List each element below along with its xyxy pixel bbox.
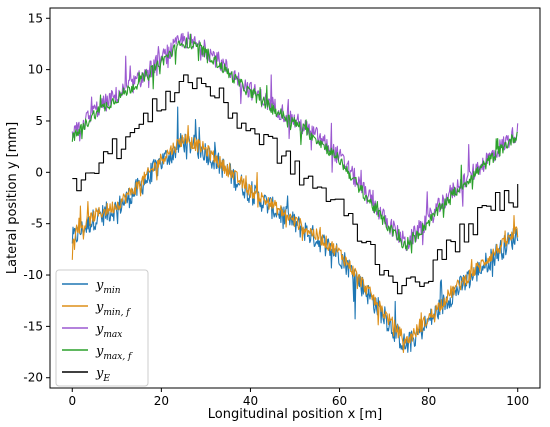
legend-entry: ymin, f [95,300,131,318]
x-tick-label: 40 [243,394,258,408]
series-line-y-max [71,31,519,252]
plot-lines [71,31,519,354]
series-line-y-max-f [71,33,518,254]
x-tick-label: 60 [332,394,347,408]
plot-frame [49,7,541,389]
y-tick-label: -5 [31,217,43,231]
legend-entry: ymax, f [95,344,133,362]
legend-entry: ymax [95,322,122,340]
x-tick-label: 80 [421,394,436,408]
series-line-y-min [71,106,519,353]
y-tick-label: 15 [28,11,43,25]
series-line-y-E [72,74,519,295]
x-axis-label: Longitudinal position x [m] [208,407,382,422]
y-axis: -20 -15 -10 -5 0 5 10 15 [23,11,50,385]
y-axis-label: Lateral position y [mm] [5,122,20,274]
x-tick-label: 100 [506,394,529,408]
series-line-y-min-f [71,124,519,354]
x-tick-label: 20 [154,394,169,408]
y-tick-label: 10 [28,63,43,77]
y-tick-label: -15 [23,319,43,333]
y-tick-label: -20 [23,371,43,385]
x-axis: 0 20 40 60 80 100 [68,388,529,408]
x-tick-label: 0 [68,394,76,408]
legend-entry: ymin [95,278,121,296]
legend-box [55,269,149,387]
legend-entry: yE [95,366,110,384]
y-tick-label: -10 [23,268,43,282]
y-tick-label: 5 [35,114,43,128]
legend: ymin ymin, f ymax ymax, f yE [55,269,149,387]
y-tick-label: 0 [35,165,43,179]
